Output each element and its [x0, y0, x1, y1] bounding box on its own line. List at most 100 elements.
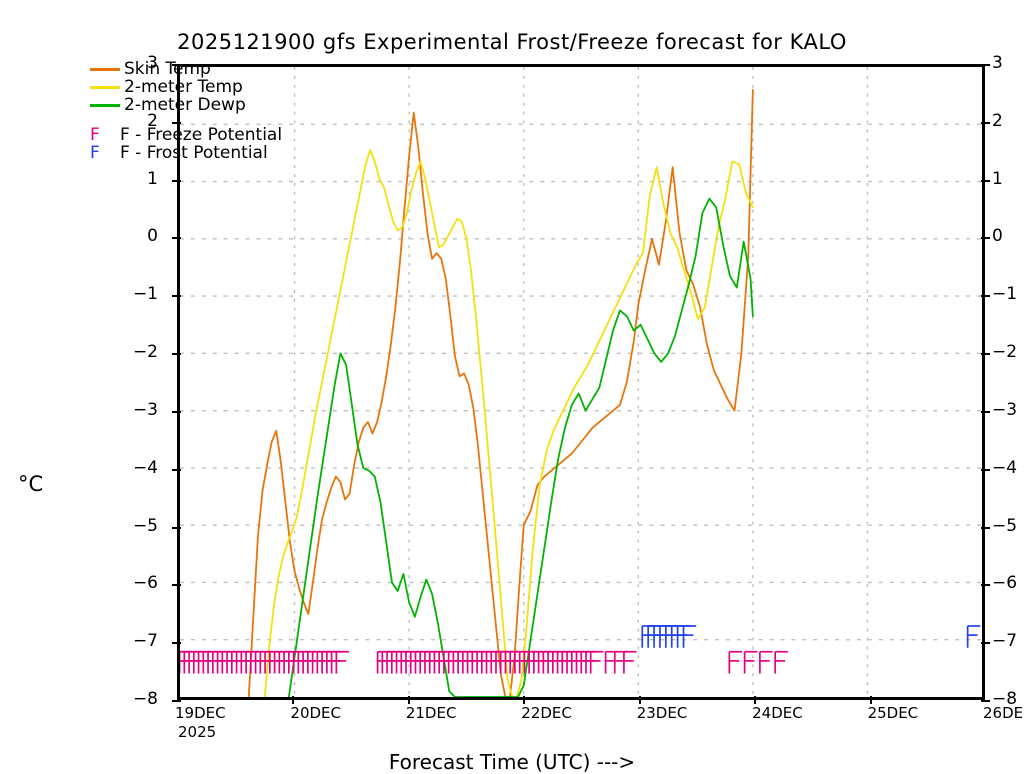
x-tick-label: 23DEC: [636, 704, 688, 722]
f-marker: [523, 650, 538, 674]
x-tick-label: 19DEC: [175, 704, 226, 722]
f-marker: [533, 650, 547, 674]
x-tick-label: 21DEC: [405, 704, 457, 722]
y-tick-mark-right: [981, 237, 990, 240]
f-marker: [226, 650, 240, 674]
y-tick-mark-left: [172, 237, 181, 240]
y-tick-mark-left: [172, 295, 181, 298]
f-marker: [292, 650, 307, 674]
series-layer: [247, 89, 754, 697]
y-axis-title: °C: [18, 472, 44, 496]
f-marker: [330, 650, 345, 674]
f-marker: [623, 650, 637, 674]
y-tick-mark-right: [981, 121, 990, 124]
y-tick-mark-left: [172, 179, 181, 182]
y-tick-label-right: 2: [992, 110, 1003, 131]
f-marker: [966, 625, 981, 648]
x-tick-label: 20DEC: [290, 704, 342, 722]
x-tick-mark: [869, 696, 872, 704]
f-marker: [207, 650, 221, 674]
f-marker: [245, 650, 259, 674]
y-tick-label-left: 3: [147, 53, 158, 73]
f-marker: [504, 650, 519, 674]
f-marker: [447, 650, 462, 674]
y-tick-label-right: −7: [992, 631, 1018, 652]
f-marker: [774, 650, 788, 674]
f-marker: [682, 625, 697, 648]
x-tick-mark: [407, 696, 410, 704]
f-marker: [476, 650, 490, 674]
f-marker: [409, 650, 424, 674]
legend-line-swatch: [90, 67, 120, 71]
f-marker: [471, 650, 485, 674]
y-tick-label-left: −4: [132, 457, 158, 478]
y-tick-label-right: −4: [992, 457, 1018, 478]
f-marker: [273, 650, 288, 674]
y-tick-label-right: 1: [992, 168, 1003, 189]
f-marker: [326, 650, 340, 674]
series-line-2-meter-temp: [263, 149, 754, 697]
f-marker: [604, 650, 619, 674]
f-marker: [211, 650, 226, 674]
f-marker: [589, 650, 604, 674]
y-tick-mark-right: [981, 468, 990, 471]
f-marker: [381, 650, 396, 674]
f-marker: [202, 650, 216, 674]
legend-item-label: F - Frost Potential: [120, 143, 268, 163]
f-marker: [288, 650, 302, 674]
f-marker: [216, 650, 231, 674]
series-line-2-meter-dewp: [287, 197, 754, 697]
f-marker: [466, 650, 481, 674]
legend: Skin Temp 2-meter Temp 2-meter Dewp F F - Fr…: [90, 59, 430, 163]
x-tick-mark: [638, 696, 641, 704]
y-tick-label-left: −7: [132, 631, 158, 652]
y-tick-label-right: −1: [992, 284, 1018, 305]
y-tick-mark-right: [981, 584, 990, 587]
f-marker: [528, 650, 542, 674]
y-tick-label-left: −6: [132, 573, 158, 594]
legend-glyph-icon: F: [90, 125, 100, 145]
legend-item-2-meter-dewp: 2-meter Dewp: [90, 95, 430, 115]
y-tick-label-left: −3: [132, 399, 158, 420]
plot-area: [177, 64, 985, 700]
f-marker: [613, 650, 628, 674]
f-marker: [254, 650, 269, 674]
f-marker: [457, 650, 471, 674]
f-marker: [542, 650, 557, 674]
y-tick-mark-left: [172, 121, 181, 124]
f-marker: [547, 650, 561, 674]
f-marker: [485, 650, 500, 674]
f-marker: [499, 650, 514, 674]
page-title: 2025121900 gfs Experimental Frost/Freeze…: [177, 30, 847, 54]
f-marker: [395, 650, 410, 674]
f-marker: [509, 650, 523, 674]
f-marker: [575, 650, 590, 674]
x-tick-mark: [292, 696, 295, 704]
f-marker: [268, 650, 283, 674]
f-marker: [302, 650, 316, 674]
f-marker: [518, 650, 533, 674]
f-marker: [490, 650, 504, 674]
f-marker: [400, 650, 414, 674]
f-marker: [419, 650, 433, 674]
f-marker: [561, 650, 575, 674]
y-tick-mark-right: [981, 179, 990, 182]
f-marker: [264, 650, 278, 674]
y-tick-mark-left: [172, 468, 181, 471]
x-axis-title: Forecast Time (UTC) --->: [388, 750, 636, 774]
f-marker: [414, 650, 429, 674]
f-marker: [556, 650, 571, 674]
f-marker: [759, 650, 773, 674]
f-marker: [321, 650, 335, 674]
f-marker: [570, 650, 585, 674]
f-marker: [551, 650, 566, 674]
y-tick-label-right: −2: [992, 342, 1018, 363]
y-tick-label-left: 2: [147, 110, 158, 131]
f-marker: [452, 650, 467, 674]
f-marker: [743, 650, 758, 674]
y-tick-mark-left: [172, 584, 181, 587]
series-line-skin-temp: [247, 89, 754, 697]
y-tick-mark-right: [981, 526, 990, 529]
f-marker: [386, 650, 400, 674]
